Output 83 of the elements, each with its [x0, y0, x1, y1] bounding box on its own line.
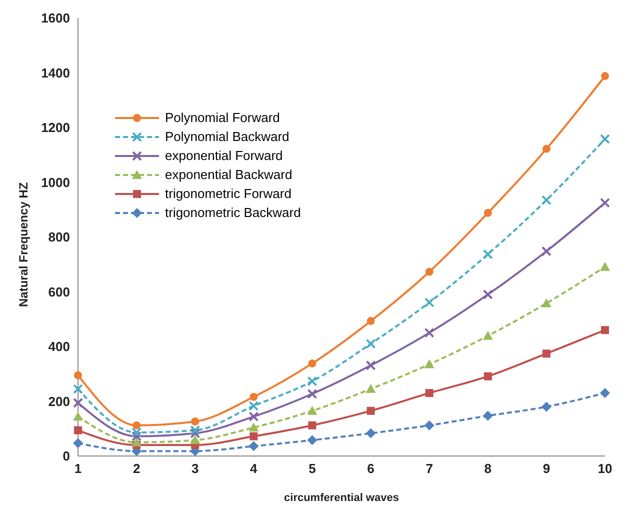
point: [482, 410, 493, 421]
legend-label: trigonometric Backward: [165, 205, 301, 220]
point: [541, 298, 552, 308]
point: [307, 406, 318, 415]
point: [307, 435, 318, 446]
point: [600, 134, 610, 144]
point: [73, 398, 83, 408]
point: [248, 412, 259, 422]
x-tick-label: 6: [367, 461, 374, 476]
point: [484, 372, 492, 380]
y-tick-label: 800: [48, 230, 70, 245]
legend-label: Polynomial Backward: [165, 129, 290, 144]
point: [601, 326, 609, 334]
point: [190, 428, 200, 438]
y-tick-label: 1400: [41, 65, 70, 80]
point: [132, 437, 142, 446]
point: [541, 246, 552, 256]
point: [600, 262, 610, 271]
x-tick-label: 8: [484, 461, 492, 476]
point: [366, 317, 375, 326]
point: [307, 388, 318, 399]
x-tick-label: 1: [74, 461, 82, 476]
point: [542, 350, 550, 358]
point: [542, 144, 550, 153]
x-axis-title: circumferential waves: [284, 492, 399, 504]
point: [482, 289, 493, 300]
point: [366, 360, 376, 370]
point: [541, 195, 552, 206]
y-tick-label: 1000: [41, 174, 70, 190]
point: [601, 72, 609, 80]
point: [307, 376, 318, 386]
point: [424, 359, 434, 368]
point: [424, 328, 434, 338]
legend-label: exponential Backward: [165, 167, 292, 182]
y-tick-label: 200: [48, 394, 70, 409]
point: [132, 431, 142, 442]
y-tick-label: 1200: [41, 120, 70, 136]
point: [190, 425, 200, 436]
point: [366, 338, 376, 349]
point: [600, 198, 610, 208]
point: [190, 435, 200, 444]
point: [366, 406, 375, 415]
x-tick-label: 10: [598, 461, 612, 476]
point: [248, 441, 259, 452]
y-tick-label: 600: [48, 284, 70, 300]
point: [600, 388, 610, 398]
x-tick-label: 9: [542, 461, 550, 476]
point: [248, 400, 259, 411]
point: [484, 208, 492, 217]
y-tick-label: 400: [48, 339, 70, 354]
point: [248, 422, 259, 432]
point: [482, 330, 493, 340]
point: [424, 420, 434, 430]
point: [73, 412, 83, 421]
legend-label: Polynomial Forward: [165, 110, 280, 125]
point: [132, 421, 141, 430]
point: [366, 384, 376, 393]
point: [425, 389, 434, 398]
x-tick-label: 5: [308, 461, 316, 476]
legend-label: exponential Forward: [165, 148, 283, 163]
point: [424, 297, 434, 308]
point: [308, 421, 316, 430]
point: [73, 384, 83, 394]
point: [482, 249, 493, 260]
point: [250, 432, 258, 440]
point: [541, 402, 552, 412]
x-tick-label: 2: [132, 461, 140, 476]
y-tick-label: 1600: [41, 10, 70, 26]
point: [425, 268, 434, 276]
point: [73, 438, 83, 448]
legend-label: trigonometric Forward: [165, 186, 292, 201]
point: [366, 428, 376, 438]
y-axis-title: Natural Frequency HZ: [16, 182, 30, 307]
x-tick-label: 4: [250, 461, 258, 476]
y-tick-label: 0: [62, 448, 70, 464]
point: [132, 427, 142, 438]
x-tick-label: 3: [191, 461, 199, 476]
point: [74, 371, 82, 380]
point: [308, 359, 316, 368]
point: [74, 426, 82, 434]
point: [191, 418, 200, 426]
x-tick-label: 7: [426, 461, 433, 476]
point: [250, 392, 258, 401]
